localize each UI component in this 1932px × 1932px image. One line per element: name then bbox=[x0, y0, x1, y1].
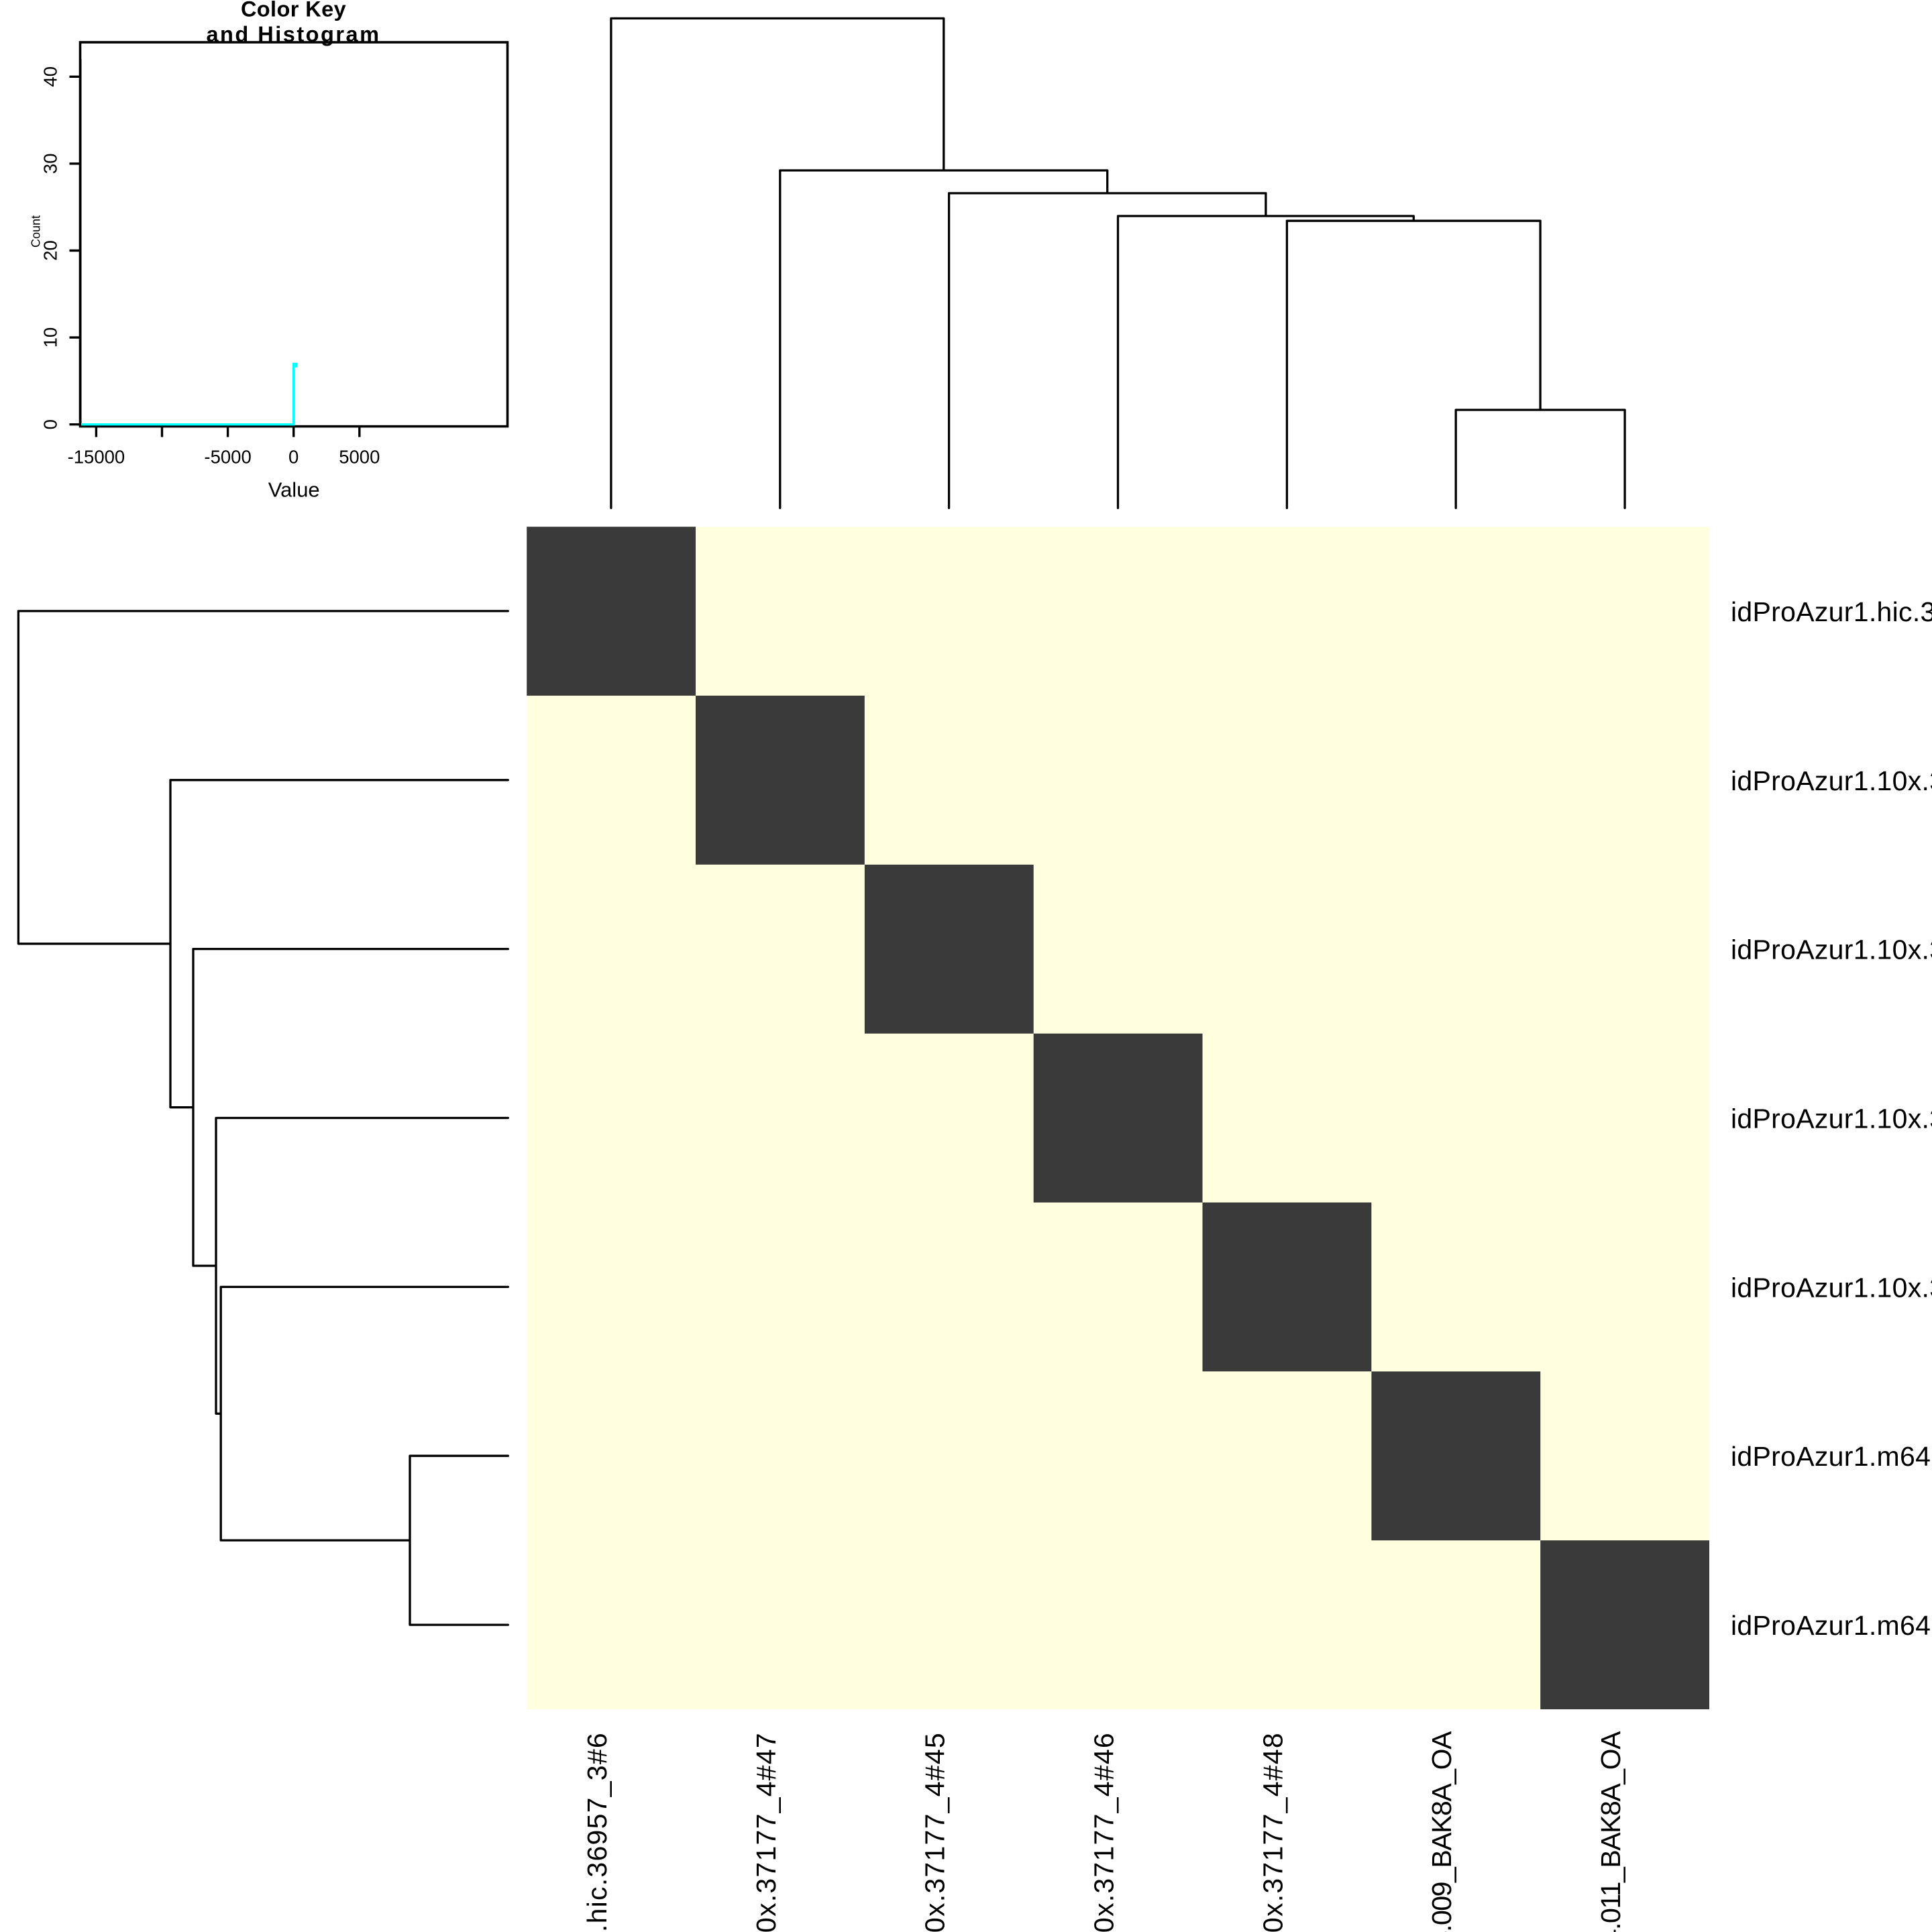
svg-text:Count: Count bbox=[30, 215, 43, 248]
svg-text:idProAzur1.m64.009_BAK8A_OA: idProAzur1.m64.009_BAK8A_OA bbox=[1426, 1731, 1457, 1932]
svg-text:idProAzur1.hic.36957_3#6: idProAzur1.hic.36957_3#6 bbox=[1731, 596, 1932, 627]
svg-text:10: 10 bbox=[40, 327, 61, 348]
svg-text:-5000: -5000 bbox=[204, 447, 251, 468]
svg-text:30: 30 bbox=[40, 154, 61, 174]
svg-text:idProAzur1.m64.009_BAK8A_OA: idProAzur1.m64.009_BAK8A_OA bbox=[1731, 1441, 1932, 1472]
svg-text:idProAzur1.10x.37177_4#46: idProAzur1.10x.37177_4#46 bbox=[1089, 1732, 1120, 1932]
svg-text:idProAzur1.m64.011_BAK8A_OA: idProAzur1.m64.011_BAK8A_OA bbox=[1731, 1610, 1932, 1641]
svg-text:idProAzur1.10x.37177_4#46: idProAzur1.10x.37177_4#46 bbox=[1731, 1104, 1932, 1134]
svg-text:idProAzur1.10x.37177_4#48: idProAzur1.10x.37177_4#48 bbox=[1257, 1732, 1288, 1932]
svg-text:0: 0 bbox=[288, 447, 299, 468]
svg-text:idProAzur1.hic.36957_3#6: idProAzur1.hic.36957_3#6 bbox=[582, 1732, 612, 1932]
svg-text:20: 20 bbox=[40, 240, 61, 261]
svg-text:40: 40 bbox=[40, 66, 61, 87]
svg-text:idProAzur1.10x.37177_4#45: idProAzur1.10x.37177_4#45 bbox=[1731, 934, 1932, 965]
svg-text:-15000: -15000 bbox=[68, 447, 125, 468]
svg-text:idProAzur1.m64.011_BAK8A_OA: idProAzur1.m64.011_BAK8A_OA bbox=[1595, 1731, 1626, 1932]
svg-text:idProAzur1.10x.37177_4#47: idProAzur1.10x.37177_4#47 bbox=[1731, 765, 1932, 796]
svg-text:and Histogram: and Histogram bbox=[206, 22, 380, 46]
svg-text:Value: Value bbox=[268, 478, 320, 502]
svg-text:0: 0 bbox=[40, 419, 61, 429]
svg-text:idProAzur1.10x.37177_4#48: idProAzur1.10x.37177_4#48 bbox=[1731, 1272, 1932, 1303]
svg-text:5000: 5000 bbox=[339, 447, 380, 468]
svg-text:idProAzur1.10x.37177_4#47: idProAzur1.10x.37177_4#47 bbox=[751, 1732, 782, 1932]
svg-text:idProAzur1.10x.37177_4#45: idProAzur1.10x.37177_4#45 bbox=[920, 1732, 951, 1932]
svg-text:Color Key: Color Key bbox=[241, 0, 346, 21]
